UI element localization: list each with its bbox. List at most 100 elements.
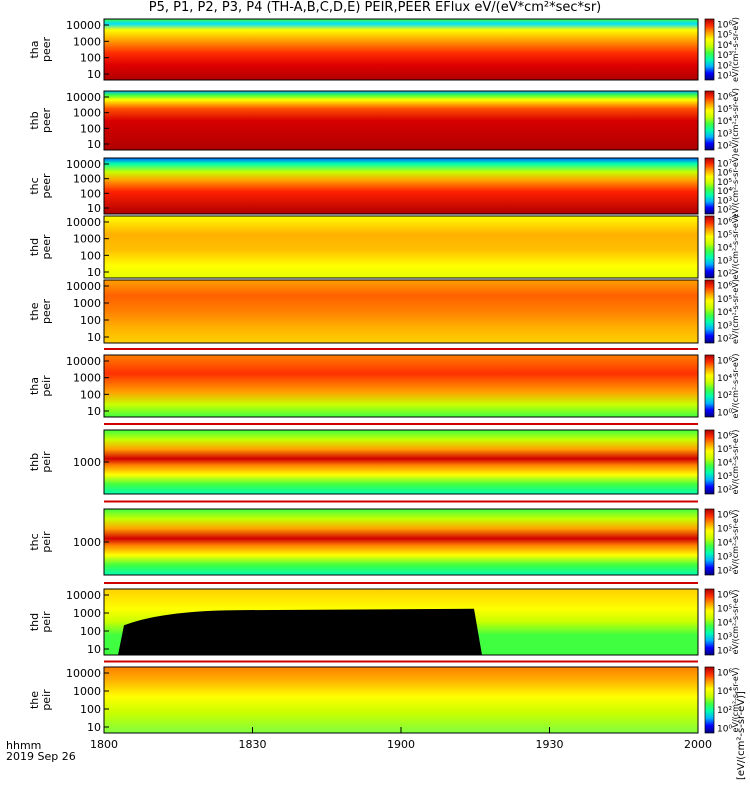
- y-tick-label: 100: [80, 314, 101, 327]
- colorbar-tick-label: 10⁵: [717, 445, 732, 455]
- panel-label: thdpeer: [28, 234, 53, 260]
- y-tick-label: 1000: [73, 173, 101, 186]
- colorbar-unit: eV/(cm²-s-sr-eV): [731, 215, 740, 280]
- y-tick-label: 10: [87, 643, 101, 656]
- colorbar-tick-label: 10⁴: [717, 308, 732, 318]
- colorbar-tick-label: 10⁶: [717, 591, 732, 601]
- colorbar-tick-label: 10⁵: [717, 605, 732, 615]
- colorbar-tick-label: 10²: [717, 647, 732, 657]
- y-tick-label: 1000: [73, 35, 101, 48]
- y-tick-label: 1000: [73, 107, 101, 120]
- colorbar-tick-label: 10²: [717, 335, 732, 345]
- colorbar-the-peir: [704, 666, 715, 734]
- spectrogram-tha-peer: [104, 19, 698, 80]
- colorbar-tick-label: 10⁴: [717, 187, 732, 197]
- colorbar-tick-label: 10²: [717, 391, 732, 401]
- colorbar-tick-label: 10⁶: [717, 282, 732, 292]
- colorbar-unit: eV/(cm²-s-sr-eV): [731, 668, 740, 733]
- colorbar-tick-label: 10²: [717, 61, 732, 71]
- panel-label: thepeir: [28, 689, 53, 711]
- chart-title: P5, P1, P2, P3, P4 (TH-A,B,C,D,E) PEIR,P…: [148, 0, 602, 15]
- panel-label: thcpeer: [28, 173, 53, 199]
- panel-frame: [103, 157, 699, 215]
- colorbar-unit: eV/(cm²-s-sr-eV): [731, 154, 740, 219]
- y-tick-label: 10000: [66, 667, 101, 680]
- colorbar-tick-label: 10²: [717, 142, 732, 152]
- y-tick-label: 1000: [73, 372, 101, 385]
- spectrogram-thc-peir: [104, 509, 698, 575]
- panel-label: thdpeir: [28, 611, 53, 633]
- y-tick-label: 100: [80, 249, 101, 262]
- y-tick-label: 10000: [66, 589, 101, 602]
- colorbar-tha-peir: [704, 354, 715, 418]
- panel-thc-peir: 1000 thcpeir 10⁶ 10⁵ 10⁴ 10³ 10²eV/(cm²-s-sr-e…: [28, 508, 740, 577]
- y-tick-label: 10: [87, 202, 101, 215]
- colorbar-unit: eV/(cm²-s-sr-eV): [731, 354, 740, 419]
- y-tick-label: 10: [87, 405, 101, 418]
- y-tick-label: 1000: [73, 297, 101, 310]
- spectrogram-tha-peir: [104, 355, 698, 417]
- y-tick-label: 1000: [73, 456, 101, 469]
- colorbar-tick-label: 10⁵: [717, 178, 732, 188]
- colorbar-tick-label: 10⁵: [717, 525, 732, 535]
- colorbar-tick-label: 10⁶: [717, 432, 732, 442]
- panel-label: thepeer: [28, 299, 53, 325]
- colorbar-tha-peer: [704, 18, 715, 81]
- panel-frame: [103, 354, 699, 418]
- spectrogram-thd-peer: [104, 216, 698, 278]
- y-tick-label: 10000: [66, 158, 101, 171]
- panel-tha-peer: 10000 1000 100 10 thapeer 10⁶10⁵10⁴10³10²10¹e…: [28, 17, 740, 82]
- colorbar-tick-label: 10³: [717, 321, 732, 331]
- colorbar-tick-label: 10²: [717, 706, 732, 716]
- colorbar-thc-peer: [704, 157, 715, 215]
- colorbar-tick-label: 10⁵: [717, 231, 732, 241]
- panel-frame: [103, 90, 699, 151]
- colorbar-tick-label: 10¹: [717, 72, 732, 82]
- colorbar-tick-label: 10⁴: [717, 619, 732, 629]
- panel-label: thbpeer: [28, 108, 53, 134]
- y-tick-label: 10000: [66, 91, 101, 104]
- panel-thd-peir: 10000 1000 100 10 thdpeir 10⁶ 10⁵ 10⁴ 10³ 10²eV/(…: [28, 588, 740, 657]
- colorbar-tick-label: 10⁶: [717, 669, 732, 679]
- y-tick-label: 10: [87, 138, 101, 151]
- panels-layer: 10000100010010thapeer10⁶10⁵10⁴10³10²10¹e…: [28, 17, 740, 734]
- y-tick-label: 100: [80, 703, 101, 716]
- panel-the-peer: 10000 1000 100 10 thepeer 10⁶ 10⁵ 10⁴ 10³ 10²eV/(…: [28, 279, 740, 344]
- colorbar-tick-label: 10⁴: [717, 374, 732, 384]
- panel-label: thcpeir: [28, 531, 53, 553]
- panel-thb-peir: 1000 thbpeir 10⁶ 10⁵ 10⁴ 10³ 10²eV/(cm²-s-sr-e…: [28, 429, 740, 496]
- panel-thd-peer: 10000 1000 100 10 thdpeer 10⁶ 10⁵ 10⁴ 10³ 10²eV/(…: [28, 215, 740, 280]
- y-tick-label: 1000: [73, 607, 101, 620]
- panel-frame: [103, 215, 699, 279]
- colorbar-tick-label: 10⁵: [717, 295, 732, 305]
- spectrogram-the-peer: [104, 280, 698, 343]
- y-tick-label: 10: [87, 266, 101, 279]
- spectrogram-thb-peer: [104, 91, 698, 150]
- colorbar-tick-label: 10⁶: [717, 93, 732, 103]
- colorbar-unit-label: [eV/(cm²-s-sr-eV)]: [736, 691, 747, 780]
- colorbar-thd-peir: [704, 588, 715, 656]
- colorbar-tick-label: 10⁶: [717, 357, 732, 367]
- x-axis: 1800 1830 1900 1930 2000: [90, 727, 712, 751]
- panel-frame: [103, 18, 699, 81]
- y-tick-label: 10000: [66, 19, 101, 32]
- x-tick-label: 1900: [387, 738, 415, 751]
- panel-frame: [103, 588, 699, 656]
- y-tick-label: 100: [80, 388, 101, 401]
- panel-tha-peir: 10000 1000 100 10 thapeir 10⁶ 10⁴ 10² 10⁰eV/(cm²…: [28, 354, 740, 419]
- colorbar-unit: eV/(cm²-s-sr-eV): [731, 590, 740, 655]
- colorbar-tick-label: 10⁴: [717, 244, 732, 254]
- colorbar-thb-peir: [704, 429, 715, 495]
- colorbar-tick-label: 10⁷: [717, 160, 732, 170]
- colorbar-tick-label: 10³: [717, 553, 732, 563]
- colorbar-tick-label: 10⁶: [717, 169, 732, 179]
- colorbar-unit: eV/(cm²-s-sr-eV): [731, 17, 740, 82]
- x-tick-label: 1930: [536, 738, 564, 751]
- colorbar-tick-label: 10²: [717, 567, 732, 577]
- colorbar-tick-label: 10⁵: [717, 105, 732, 115]
- footer-hhmm: hhmm: [6, 739, 41, 752]
- colorbar-tick-label: 10⁶: [717, 218, 732, 228]
- spectrogram-the-peir: [104, 667, 698, 733]
- colorbar-tick-label: 10⁶: [717, 511, 732, 521]
